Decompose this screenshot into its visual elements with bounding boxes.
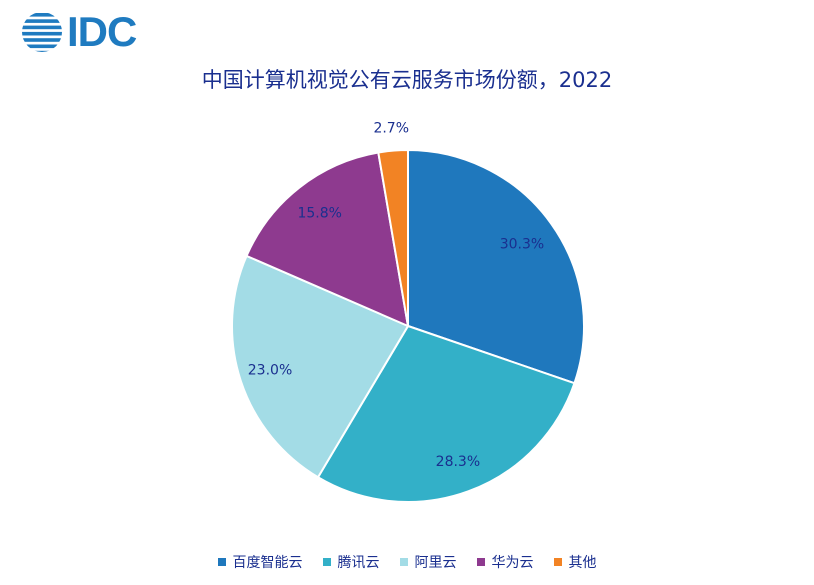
data-label-4: 15.8% xyxy=(297,206,341,222)
pie-slice-5 xyxy=(377,148,409,327)
data-label-5: 2.7% xyxy=(373,121,409,137)
legend-label: 其他 xyxy=(568,555,597,571)
chart-legend: 百度智能云 腾讯云 阿里云 华为云 其他 xyxy=(0,552,814,572)
legend-swatch xyxy=(217,558,226,566)
globe-icon xyxy=(22,13,62,52)
logo-text: IDC xyxy=(67,8,137,55)
legend-swatch xyxy=(399,558,408,566)
data-label-2: 28.3% xyxy=(436,454,480,470)
legend-swatch xyxy=(322,558,331,566)
legend-swatch xyxy=(553,558,562,566)
idc-logo: IDC xyxy=(20,8,137,55)
data-label-1: 30.3% xyxy=(500,237,544,253)
legend-item-4: 华为云 xyxy=(476,552,534,572)
legend-item-2: 腾讯云 xyxy=(322,552,380,572)
chart-title: 中国计算机视觉公有云服务市场份额，2022 xyxy=(201,68,613,92)
data-label-3: 23.0% xyxy=(248,363,292,379)
legend-label: 百度智能云 xyxy=(232,555,303,571)
legend-label: 阿里云 xyxy=(414,555,457,571)
legend-item-5: 其他 xyxy=(553,552,597,572)
legend-item-1: 百度智能云 xyxy=(217,552,303,572)
legend-swatch xyxy=(476,558,485,566)
legend-item-3: 阿里云 xyxy=(399,552,457,572)
pie-slice-4 xyxy=(245,151,410,328)
pie-slice-3 xyxy=(231,254,410,479)
legend-label: 华为云 xyxy=(491,555,534,571)
legend-label: 腾讯云 xyxy=(337,555,380,571)
pie-slice-1 xyxy=(407,148,585,385)
